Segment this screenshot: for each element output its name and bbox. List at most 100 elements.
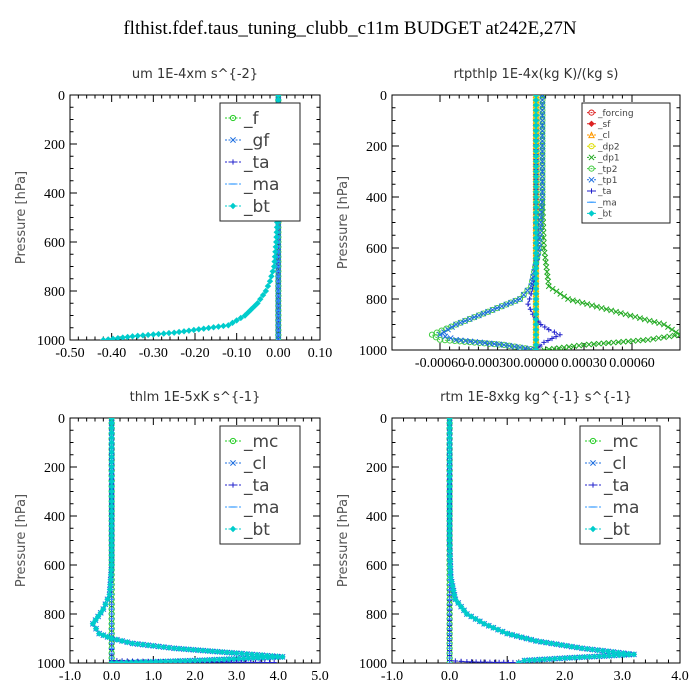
legend-label: _tp1	[597, 176, 617, 186]
data-point	[589, 302, 595, 309]
legend-label: _bt	[243, 520, 270, 540]
data-point	[485, 622, 492, 629]
data-point	[108, 488, 115, 495]
data-point	[446, 522, 453, 529]
data-point	[137, 658, 145, 663]
data-point	[152, 658, 159, 663]
series-ta	[525, 95, 563, 350]
data-point	[259, 291, 267, 299]
data-point	[475, 312, 482, 319]
data-point	[449, 582, 456, 590]
data-point	[108, 556, 115, 564]
data-point	[447, 574, 454, 581]
data-point	[118, 637, 126, 645]
data-point	[446, 532, 453, 539]
data-point	[243, 650, 251, 658]
data-point	[165, 329, 173, 337]
legend: _mc_cl_ta_ma_bt	[579, 425, 661, 545]
data-point	[524, 287, 531, 294]
chart-panel-3: thlm 1E-5xK s^{-1} Pressure [hPa] -1.0 0.0 1…	[14, 390, 329, 684]
data-point	[229, 319, 236, 327]
y-axis-label: Pressure [hPa]	[14, 494, 29, 587]
data-point	[603, 306, 610, 313]
chart-panel-2: rtpthlp 1E-4x(kg K)/(kg s) Pressure [hPa]…	[336, 67, 681, 371]
data-point	[646, 317, 653, 324]
data-point	[650, 335, 657, 342]
data-point	[501, 341, 507, 348]
data-point	[532, 132, 540, 139]
data-point	[177, 657, 184, 663]
data-point	[170, 329, 178, 336]
legend-entry-cl: _cl	[225, 454, 267, 474]
legend-label: _sf	[597, 120, 611, 130]
data-point	[107, 571, 115, 578]
data-point	[557, 290, 564, 297]
data-point	[494, 305, 501, 312]
data-point	[515, 660, 522, 663]
data-point	[102, 601, 109, 608]
data-point	[525, 301, 531, 307]
data-point	[448, 578, 455, 585]
data-point	[186, 657, 194, 663]
data-point	[473, 659, 479, 663]
data-point	[599, 647, 607, 654]
legend-entry-bt: _bt	[225, 520, 270, 540]
data-point	[123, 659, 130, 663]
data-point	[591, 653, 598, 660]
data-point	[100, 605, 107, 613]
chart-panel-1: um 1E-4xm s^{-2} Pressure [hPa] -0.50 -0.40…	[14, 67, 332, 361]
data-point	[118, 659, 125, 663]
data-point	[630, 651, 638, 658]
x-tick-label: 3.0	[614, 669, 632, 684]
data-point	[468, 613, 475, 620]
legend-entry-ta: _ta	[225, 476, 270, 496]
data-point	[480, 310, 487, 317]
data-point	[532, 147, 540, 155]
data-point	[124, 638, 131, 646]
series-tp1	[437, 95, 546, 350]
data-point	[195, 326, 202, 333]
data-point	[532, 295, 540, 303]
data-point	[108, 561, 115, 569]
legend-entry-ma: _ma	[225, 175, 279, 195]
data-point	[467, 338, 474, 345]
data-point	[446, 439, 453, 446]
data-point	[532, 214, 540, 221]
data-point	[190, 646, 197, 654]
data-point	[677, 331, 680, 338]
data-point	[259, 654, 267, 661]
y-tick-label: 600	[366, 242, 387, 257]
x-tick-label: -0.10	[222, 346, 251, 361]
x-tick-label: 4.0	[671, 669, 689, 684]
data-point	[275, 95, 282, 98]
data-point	[563, 642, 570, 650]
data-point	[532, 127, 540, 134]
data-point	[446, 458, 453, 466]
y-tick-label: 800	[44, 608, 65, 623]
data-point	[108, 419, 115, 427]
data-point	[532, 316, 540, 323]
data-point	[532, 285, 540, 292]
data-point	[503, 301, 510, 308]
data-point	[539, 178, 546, 185]
data-point	[539, 112, 546, 119]
y-tick-label: 200	[366, 140, 387, 155]
data-point	[576, 342, 582, 349]
data-point	[537, 638, 545, 645]
legend-label: _gf	[243, 131, 270, 151]
x-tick-label: 0.10	[308, 346, 333, 361]
data-point	[532, 153, 540, 160]
data-point	[446, 419, 453, 427]
data-point	[476, 618, 484, 625]
legend-label: _ta	[243, 153, 270, 173]
data-point	[446, 542, 453, 549]
data-point	[557, 332, 563, 338]
data-point	[491, 659, 498, 663]
x-tick-label: 0.00030	[561, 356, 607, 371]
y-tick-label: 400	[44, 510, 65, 525]
data-point	[446, 434, 453, 441]
data-point	[640, 337, 647, 344]
data-point	[264, 282, 272, 290]
x-tick-label: 0.00000	[513, 356, 559, 371]
legend-marker	[229, 114, 237, 122]
